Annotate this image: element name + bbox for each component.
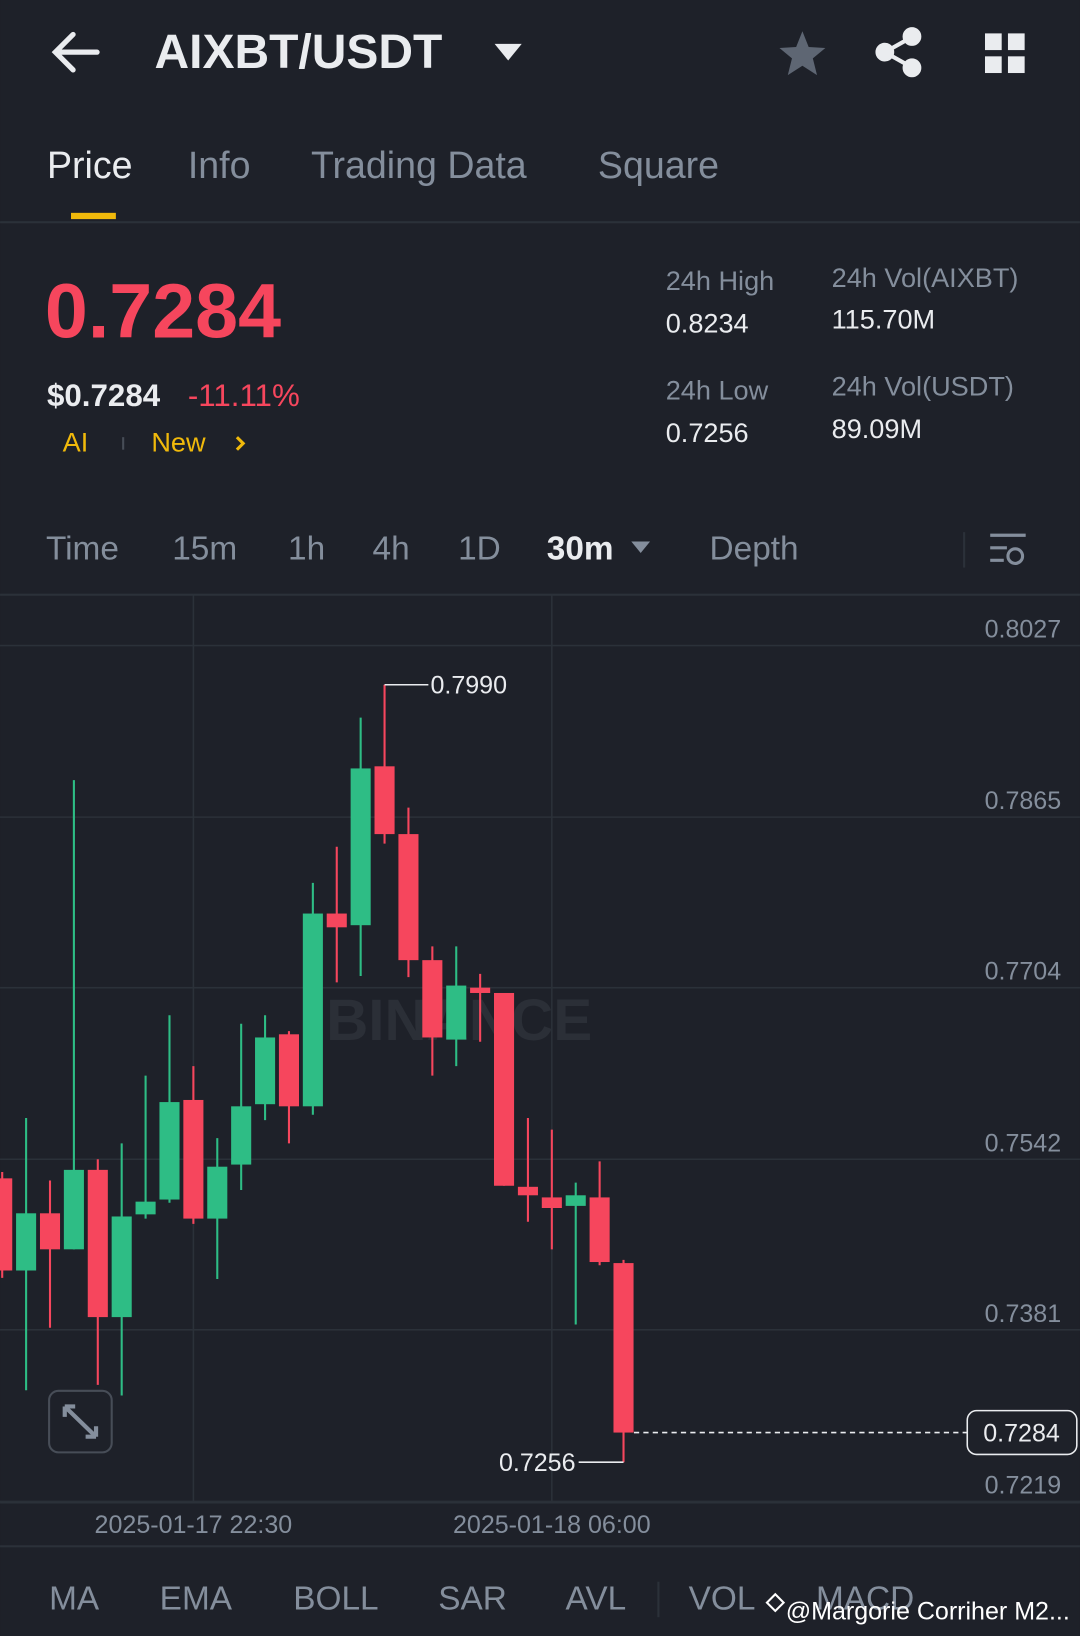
candle-body <box>111 1216 132 1318</box>
candle-body <box>565 1195 586 1206</box>
tab-price[interactable]: Price <box>47 144 133 186</box>
candle-body <box>589 1197 610 1263</box>
candle-body <box>541 1197 562 1209</box>
low-label: 0.7256 <box>499 1449 576 1477</box>
price-change: -11.11% <box>188 378 300 413</box>
stat-label: 24h Low <box>666 374 769 405</box>
pair-dropdown[interactable] <box>494 43 522 61</box>
last-price: 0.7284 <box>45 269 281 355</box>
indicator[interactable]: VOL <box>689 1580 756 1617</box>
candle-body <box>326 913 347 928</box>
share-icon[interactable] <box>875 27 922 78</box>
interval[interactable]: 4h <box>373 531 410 568</box>
candle-body <box>16 1213 37 1271</box>
tag-ai[interactable]: AI <box>63 427 89 458</box>
last-price-label: 0.7284 <box>983 1419 1060 1447</box>
y-tick-label: 0.7542 <box>985 1129 1062 1157</box>
stat-value: 0.8234 <box>666 308 749 339</box>
y-tick-label: 0.7219 <box>985 1471 1062 1499</box>
candle-body <box>135 1201 156 1215</box>
back-button[interactable] <box>51 31 100 73</box>
candle-body <box>0 1178 13 1271</box>
indicator[interactable]: AVL <box>566 1580 627 1617</box>
x-tick-label: 2025-01-17 22:30 <box>95 1511 293 1539</box>
candle-body <box>39 1213 61 1250</box>
expand-button[interactable] <box>48 1389 113 1454</box>
usd-price: $0.7284 <box>47 378 161 413</box>
candle-body <box>398 834 419 961</box>
y-tick-label: 0.7865 <box>985 787 1062 815</box>
candle-body <box>470 987 491 993</box>
divider <box>0 1545 1080 1548</box>
divider <box>0 221 1080 224</box>
candle-body <box>255 1037 276 1105</box>
last-price-box <box>966 1409 1078 1456</box>
interval[interactable]: 1h <box>288 531 325 568</box>
y-tick-label: 0.8027 <box>985 616 1062 644</box>
indicator[interactable]: EMA <box>160 1580 233 1617</box>
candle-body <box>350 768 371 926</box>
candle-body <box>63 1169 84 1250</box>
candle-body <box>302 913 323 1107</box>
interval[interactable]: Depth <box>710 531 799 568</box>
x-tick-label: 2025-01-18 06:00 <box>453 1511 651 1539</box>
indicator[interactable]: SAR <box>438 1580 507 1617</box>
tab-square[interactable]: Square <box>598 144 719 186</box>
stat-value: 89.09M <box>832 413 922 444</box>
favorite-icon[interactable] <box>779 31 826 76</box>
divider <box>657 1581 660 1618</box>
divider <box>963 532 966 568</box>
user-watermark: @Margorie Corriher M2... <box>786 1598 1070 1626</box>
high-label: 0.7990 <box>430 671 507 699</box>
interval[interactable]: 1D <box>458 531 501 568</box>
candle-body <box>493 992 515 1186</box>
stat-label: 24h Vol(USDT) <box>832 370 1014 401</box>
candle-body <box>159 1102 180 1200</box>
stat-value: 115.70M <box>832 304 936 335</box>
candle-body <box>374 766 395 835</box>
tag-new[interactable]: New <box>151 427 206 458</box>
stat-label: 24h High <box>666 265 775 296</box>
y-tick-label: 0.7381 <box>985 1300 1062 1328</box>
interval[interactable]: Time <box>46 531 119 568</box>
y-tick-label: 0.7704 <box>985 958 1062 986</box>
candle-body <box>422 960 443 1038</box>
candle-body <box>207 1166 228 1219</box>
tag-chevron <box>235 436 246 451</box>
candle-body <box>613 1263 634 1433</box>
interval-dropdown[interactable] <box>631 541 651 553</box>
pair-title[interactable]: AIXBT/USDT <box>154 26 442 79</box>
interval-active[interactable]: 30m <box>547 531 614 568</box>
chart-settings-icon[interactable] <box>990 533 1026 565</box>
candle-body <box>517 1186 538 1196</box>
stat-value: 0.7256 <box>666 417 749 448</box>
indicator[interactable]: MA <box>49 1580 100 1617</box>
grid-menu-icon[interactable] <box>984 33 1025 74</box>
interval[interactable]: 15m <box>172 531 237 568</box>
tab-info[interactable]: Info <box>188 144 251 186</box>
tab-underline <box>71 212 116 220</box>
candle-body <box>87 1169 108 1318</box>
tab-trading-data[interactable]: Trading Data <box>311 144 527 186</box>
stat-label: 24h Vol(AIXBT) <box>832 262 1019 293</box>
candle-body <box>183 1099 204 1219</box>
tag-separator <box>122 437 125 450</box>
candle-body <box>231 1106 252 1165</box>
indicator[interactable]: BOLL <box>293 1580 378 1617</box>
indicator[interactable]: MACD <box>816 1580 914 1617</box>
candle-body <box>446 985 467 1040</box>
candle-body <box>278 1034 300 1107</box>
watermark-icon <box>765 1592 786 1613</box>
divider <box>0 593 1080 596</box>
candlestick-chart: BINANCE0.80270.78650.77040.75420.73810.7… <box>0 594 1080 1539</box>
